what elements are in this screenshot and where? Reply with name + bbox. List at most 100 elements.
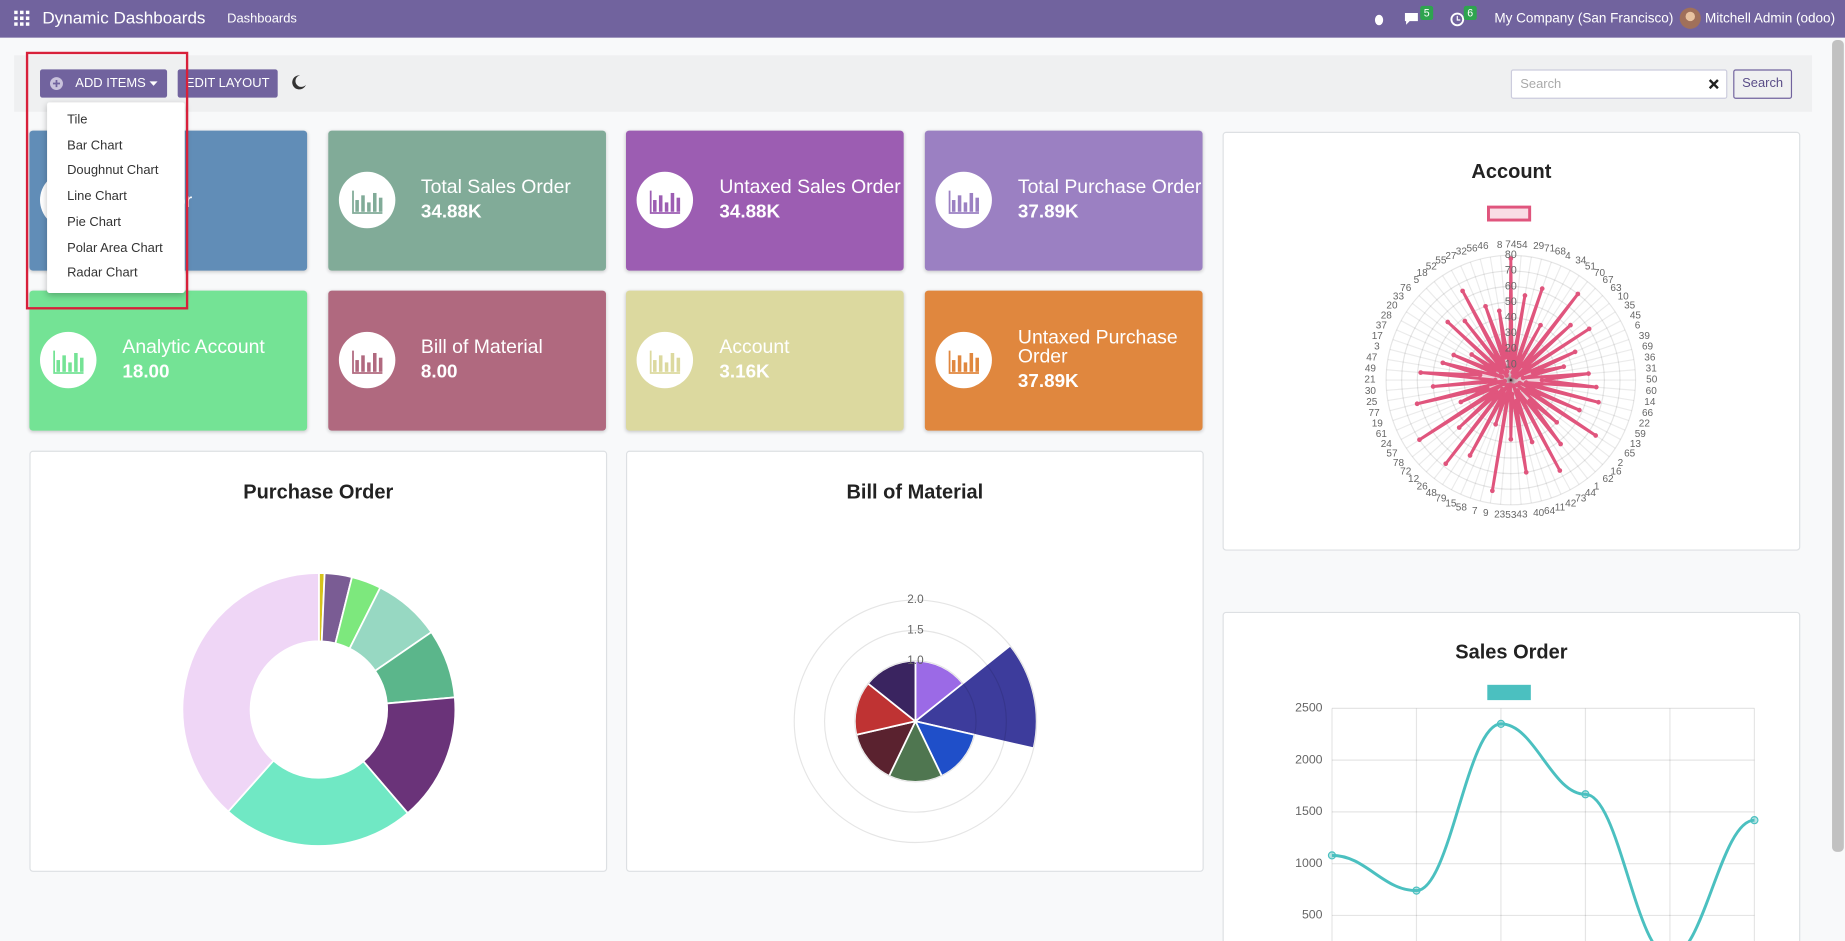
radar-point: [1469, 352, 1475, 357]
search-input[interactable]: Search: [1510, 69, 1728, 99]
radar-point: [1509, 391, 1515, 397]
company-switcher[interactable]: My Company (San Francisco): [1494, 11, 1674, 26]
avatar[interactable]: [1679, 7, 1701, 29]
icon-bar: [677, 197, 681, 212]
doughnut-slice: [181, 572, 320, 813]
icon-bar: [957, 355, 962, 372]
point-label: 3: [1374, 341, 1380, 352]
chart-title: Bill of Material: [847, 481, 984, 503]
radar-point: [1513, 366, 1519, 371]
plus-icon: [50, 77, 63, 91]
scrollbar[interactable]: [1832, 40, 1844, 852]
menu-item[interactable]: Doughnut Chart: [67, 164, 159, 179]
radar-point: [1508, 256, 1514, 261]
point-label: 39: [1639, 331, 1651, 342]
radar-point: [1520, 375, 1526, 381]
chart: Sales Order 500 1000 1500 2000 2500: [1295, 641, 1759, 941]
highlight-box: [25, 51, 189, 310]
chat-icon[interactable]: [1404, 12, 1422, 26]
point-label: 10: [1618, 292, 1630, 303]
tile-title: Total Purchase Order: [1017, 176, 1202, 198]
user-menu[interactable]: Mitchell Admin (odoo): [1704, 11, 1836, 26]
radar-point: [1586, 326, 1592, 332]
point-label: 36: [1644, 352, 1656, 363]
menu-item[interactable]: Line Chart: [67, 189, 127, 204]
tile[interactable]: Total Sales Order 34.88K: [327, 130, 606, 271]
app-name[interactable]: Dynamic Dashboards: [42, 9, 206, 29]
theme-toggle[interactable]: [289, 74, 307, 92]
point-label: 20: [1386, 301, 1398, 312]
tile[interactable]: Untaxed Sales Order 34.88K: [626, 130, 905, 271]
tile[interactable]: Total Purchase Order 37.89K: [924, 130, 1203, 271]
r-tick-label: 30: [1505, 327, 1517, 339]
radar-point: [1417, 437, 1422, 443]
chart-title: Sales Order: [1455, 641, 1568, 663]
radar-point: [1499, 364, 1505, 370]
tile-value: 37.89K: [1017, 371, 1079, 392]
point-label: 44: [1585, 488, 1597, 499]
icon-axis: [53, 350, 84, 374]
radar-point: [1496, 308, 1502, 314]
radar-point: [1524, 386, 1530, 392]
point-label: 57: [1386, 449, 1398, 460]
y-tick-label: 2000: [1295, 752, 1323, 766]
tile[interactable]: Untaxed Purchase Order 37.89K: [924, 290, 1203, 431]
radar-point: [1458, 399, 1464, 405]
apps-icon[interactable]: [14, 10, 30, 26]
search-button[interactable]: Search: [1733, 69, 1793, 99]
icon-bar: [360, 355, 365, 372]
radar-point: [1462, 318, 1468, 324]
grid-ring: [1385, 254, 1637, 506]
radar-point: [1558, 441, 1563, 447]
edit-layout-button[interactable]: EDIT LAYOUT: [177, 69, 278, 98]
point-label: 47: [1366, 352, 1378, 363]
menu-item[interactable]: Tile: [67, 112, 88, 128]
tile[interactable]: Analytic Account 18.00: [29, 290, 308, 431]
chart-icon: [948, 350, 980, 374]
doughnut-slice: [226, 759, 409, 847]
point-label: 6: [1635, 320, 1641, 331]
debug-icon[interactable]: [1372, 12, 1386, 26]
menu-item[interactable]: Polar Area Chart: [67, 240, 163, 255]
radar-point: [1561, 364, 1567, 370]
radar-point: [1508, 436, 1514, 442]
point-label: 71: [1544, 244, 1556, 255]
tile-text: Bill of Material 8.00: [421, 291, 612, 431]
clear-icon[interactable]: [1708, 79, 1720, 90]
point-label: 45: [1630, 310, 1642, 321]
icon-bar: [68, 362, 72, 372]
point-label: 52: [1426, 261, 1438, 272]
radar-point: [1515, 388, 1521, 393]
radar-point: [1557, 468, 1563, 473]
tile[interactable]: Bill of Material 8.00: [327, 290, 606, 431]
icon-axis: [650, 350, 681, 374]
point-label: 21: [1364, 375, 1376, 386]
icon-bar: [360, 195, 365, 212]
radar-point: [1484, 385, 1490, 391]
tile-value: 37.89K: [1017, 202, 1079, 223]
radar-point: [1513, 398, 1519, 404]
point-label: 26: [1417, 481, 1429, 492]
add-items-button[interactable]: ADD ITEMS: [40, 69, 168, 98]
chart-title: Purchase Order: [243, 481, 393, 503]
menu-item[interactable]: Dashboards: [227, 11, 297, 26]
icon-bar: [354, 200, 359, 212]
radar-point: [1507, 365, 1513, 370]
menu-item[interactable]: Pie Chart: [67, 215, 122, 230]
activity-icon[interactable]: [1450, 12, 1465, 27]
point-label: 49: [1365, 364, 1377, 375]
radar-point: [1500, 386, 1505, 392]
radar-point: [1502, 355, 1508, 360]
menu-item[interactable]: Bar Chart: [67, 138, 123, 153]
point-label: 33: [1393, 292, 1405, 303]
tile-text: Untaxed Purchase Order 37.89K: [1018, 291, 1209, 431]
tile-icon: [935, 171, 993, 229]
point-label: 78: [1393, 458, 1405, 469]
menu-item[interactable]: Radar Chart: [67, 266, 138, 281]
point-label: 34: [1575, 256, 1587, 267]
point-label: 51: [1585, 261, 1597, 272]
tile[interactable]: Account 3.16K: [626, 290, 905, 431]
radar-point: [1523, 380, 1529, 385]
chart-icon: [53, 350, 84, 374]
tile-icon: [637, 171, 694, 229]
